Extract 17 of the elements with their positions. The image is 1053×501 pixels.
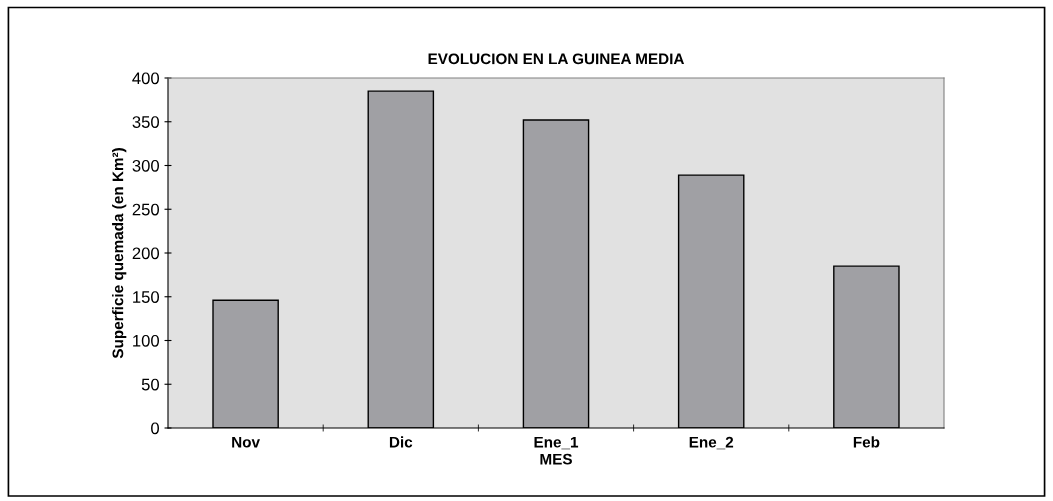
x-tick-label: Nov: [232, 436, 260, 448]
y-tick-label: 350: [132, 116, 160, 128]
y-tick-label: 200: [132, 247, 160, 260]
y-tick-label: 250: [132, 203, 160, 216]
x-tick-label: Dic: [389, 436, 413, 448]
y-tick-label: 300: [132, 159, 160, 172]
y-tick-label: 100: [133, 334, 160, 347]
x-axis-title: MES: [540, 453, 572, 465]
x-tick-label: Feb: [853, 436, 880, 448]
x-tick-label: Ene_2: [689, 436, 734, 450]
y-tick-label: 400: [132, 72, 160, 85]
y-tick-label: 0: [151, 422, 160, 435]
y-axis-title: Superficie quemada (en Km²): [112, 148, 127, 359]
y-tick-label: 50: [141, 378, 160, 391]
y-tick-label: 150: [133, 291, 160, 303]
chart-title: EVOLUCION EN LA GUINEA MEDIA: [428, 53, 685, 65]
x-tick-label: Ene_1: [534, 436, 579, 450]
